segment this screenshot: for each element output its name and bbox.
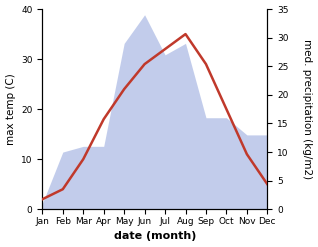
Y-axis label: med. precipitation (kg/m2): med. precipitation (kg/m2) bbox=[302, 39, 313, 179]
Y-axis label: max temp (C): max temp (C) bbox=[5, 73, 16, 145]
X-axis label: date (month): date (month) bbox=[114, 231, 196, 242]
